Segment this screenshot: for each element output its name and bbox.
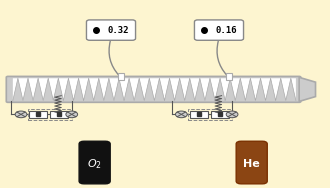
FancyBboxPatch shape [211, 111, 229, 118]
FancyBboxPatch shape [79, 141, 110, 184]
FancyBboxPatch shape [6, 76, 301, 102]
FancyBboxPatch shape [50, 111, 68, 118]
FancyBboxPatch shape [225, 73, 232, 80]
Circle shape [15, 111, 27, 118]
Circle shape [226, 111, 238, 118]
FancyBboxPatch shape [29, 111, 47, 118]
FancyBboxPatch shape [194, 20, 244, 40]
FancyBboxPatch shape [189, 111, 208, 118]
Text: 0.16: 0.16 [216, 26, 237, 35]
Circle shape [66, 111, 78, 118]
Polygon shape [299, 77, 315, 101]
FancyBboxPatch shape [236, 141, 267, 184]
FancyBboxPatch shape [86, 20, 136, 40]
Text: 0.32: 0.32 [108, 26, 129, 35]
Text: He: He [243, 159, 260, 169]
Polygon shape [13, 78, 296, 100]
Circle shape [176, 111, 187, 118]
Text: $O_2$: $O_2$ [87, 158, 102, 171]
FancyBboxPatch shape [117, 73, 124, 80]
